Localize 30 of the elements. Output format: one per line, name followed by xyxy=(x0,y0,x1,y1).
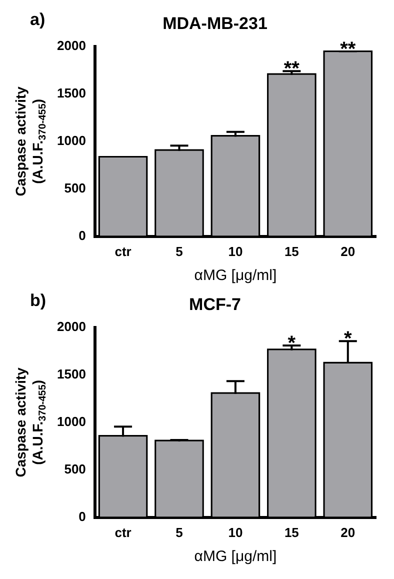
annotation: * xyxy=(344,328,352,350)
y-tick-label: 1000 xyxy=(57,414,86,429)
y-tick-label: 1500 xyxy=(57,366,86,382)
y-tick-label: 2000 xyxy=(57,38,86,53)
x-tick-label: 10 xyxy=(228,524,243,540)
x-tick-label: 15 xyxy=(284,524,299,540)
chart-title: MDA-MB-231 xyxy=(162,14,268,33)
y-tick-label: 500 xyxy=(64,180,86,196)
annotation: * xyxy=(288,332,296,354)
y-tick-label: 1500 xyxy=(57,85,86,100)
x-tick-label: 20 xyxy=(340,524,356,540)
chart-title: MCF-7 xyxy=(189,294,241,314)
y-tick-label: 2000 xyxy=(57,318,86,334)
x-tick-label: 5 xyxy=(176,244,183,259)
text: a) xyxy=(30,10,46,30)
annotation: ** xyxy=(284,58,300,80)
text: b) xyxy=(30,291,46,310)
annotation: ** xyxy=(340,38,356,61)
x-tick-label: ctr xyxy=(114,244,132,259)
x-tick-label: 10 xyxy=(228,244,243,259)
x-tick-label: 5 xyxy=(176,524,183,540)
x-axis-title: αMG [μg/ml] xyxy=(194,548,277,566)
x-tick-label: 20 xyxy=(340,244,356,259)
y-tick-label: 0 xyxy=(78,508,86,524)
y-tick-label: 1000 xyxy=(57,132,86,148)
y-tick-label: 500 xyxy=(64,461,86,476)
y-tick-label: 0 xyxy=(78,228,86,243)
x-tick-label: 15 xyxy=(284,244,299,259)
x-axis-title: αMG [μg/ml] xyxy=(194,267,277,284)
x-tick-label: ctr xyxy=(114,524,132,540)
